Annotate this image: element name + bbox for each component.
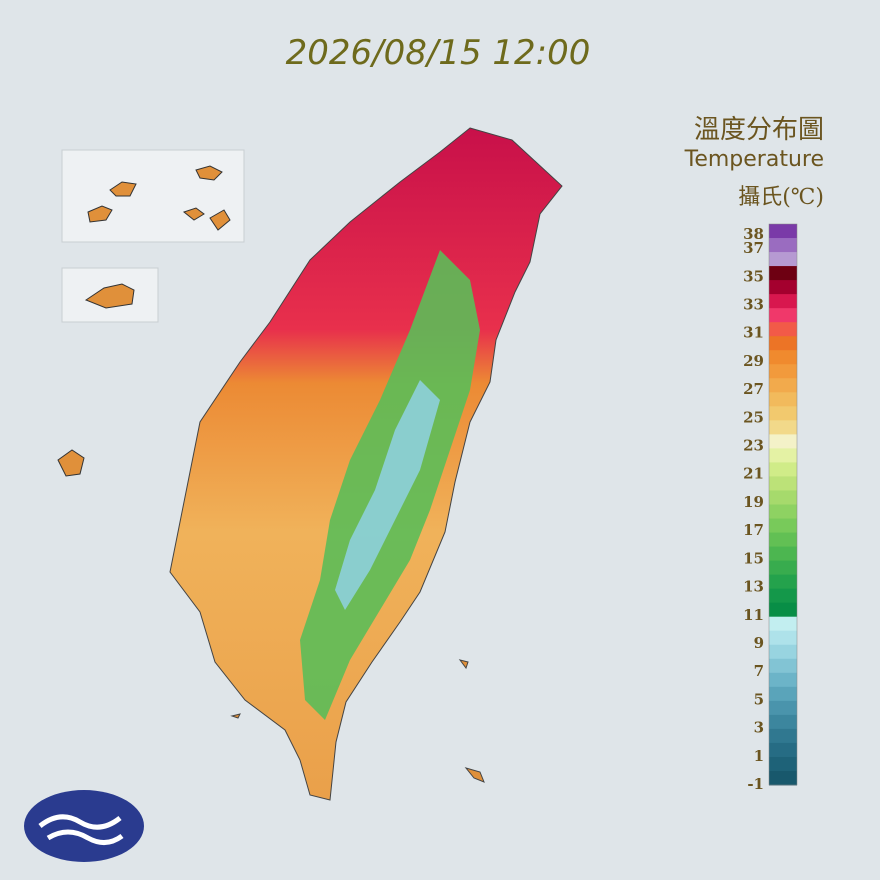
legend-tick-label: 25 xyxy=(743,408,764,426)
legend-swatch xyxy=(769,322,797,337)
legend-swatch xyxy=(769,700,797,716)
legend-swatch xyxy=(769,336,797,351)
legend-tick-label: 19 xyxy=(743,493,764,511)
legend-swatch xyxy=(769,602,797,618)
legend-swatch xyxy=(769,378,797,393)
high-peaks xyxy=(335,380,440,610)
timestamp: 2026/08/15 12:00 xyxy=(286,33,591,73)
legend-tick-label: 37 xyxy=(743,239,764,257)
legend-swatch xyxy=(769,560,797,576)
legend-swatch xyxy=(769,728,797,744)
legend-swatch xyxy=(769,392,797,407)
logo-wave xyxy=(38,814,124,845)
legend-swatch xyxy=(769,742,797,758)
legend-swatch xyxy=(769,756,797,772)
legend-swatch xyxy=(769,462,797,477)
legend-swatch xyxy=(769,252,797,267)
legend-swatch xyxy=(769,630,797,646)
taiwan xyxy=(169,127,563,801)
legend-swatch xyxy=(769,616,797,632)
legend-tick-label: 21 xyxy=(743,465,764,483)
legend-tick-label: 23 xyxy=(743,437,764,455)
islet xyxy=(230,659,485,783)
legend-swatch xyxy=(769,280,797,295)
legend-swatch xyxy=(769,686,797,702)
legend-tick-label: 1 xyxy=(754,747,764,765)
legend-frame xyxy=(768,223,798,786)
legend-tick-label: 33 xyxy=(743,296,764,314)
legend-swatch xyxy=(769,714,797,730)
legend-tick-label: 9 xyxy=(754,634,764,652)
legend-swatch xyxy=(769,476,797,491)
legend-swatch xyxy=(769,434,797,449)
legend-tick-label: 15 xyxy=(743,549,764,567)
legend-swatch xyxy=(769,350,797,365)
logo xyxy=(24,790,144,862)
island xyxy=(57,449,85,477)
legend-unit: 攝氏(℃) xyxy=(738,185,824,210)
legend-swatch xyxy=(769,658,797,674)
island xyxy=(87,165,231,231)
legend-swatch xyxy=(769,308,797,323)
legend-tick-label: 3 xyxy=(754,719,764,737)
legend-tick-label: 35 xyxy=(743,267,764,285)
legend-swatch xyxy=(769,770,797,786)
legend-swatch xyxy=(769,644,797,660)
legend-swatch xyxy=(769,266,797,281)
legend-swatch xyxy=(769,574,797,590)
legend-tick-label: 38 xyxy=(743,225,764,243)
legend-subtitle: Temperature xyxy=(684,147,824,172)
legend-swatch xyxy=(769,406,797,421)
legend-swatch xyxy=(769,490,797,505)
legend-swatch xyxy=(769,672,797,688)
legend-swatch xyxy=(769,588,797,604)
legend-tick-label: 13 xyxy=(743,578,764,596)
legend-tick-label: 27 xyxy=(743,380,764,398)
inset-box xyxy=(61,149,245,243)
legend-tick-label: 29 xyxy=(743,352,764,370)
legend-tick-label: 7 xyxy=(754,662,764,680)
legend-swatch xyxy=(769,238,797,253)
legend-swatch xyxy=(769,518,797,534)
legend-swatch xyxy=(769,294,797,309)
legend-swatch xyxy=(769,504,797,520)
legend-tick-label: 31 xyxy=(743,324,764,342)
legend-swatch xyxy=(769,532,797,548)
legend-title: 溫度分布圖 xyxy=(694,115,824,145)
legend-tick-label: 11 xyxy=(743,606,764,624)
legend-tick-label: 17 xyxy=(743,521,764,539)
legend-swatch xyxy=(769,546,797,562)
outlying-islands xyxy=(57,149,245,477)
legend-swatch xyxy=(769,364,797,379)
legend-tick-label: 5 xyxy=(754,690,764,708)
legend-swatch xyxy=(769,224,797,239)
legend-swatch xyxy=(769,420,797,435)
island xyxy=(84,283,135,309)
legend-swatch xyxy=(769,448,797,463)
legend-tick-label: -1 xyxy=(747,775,764,793)
